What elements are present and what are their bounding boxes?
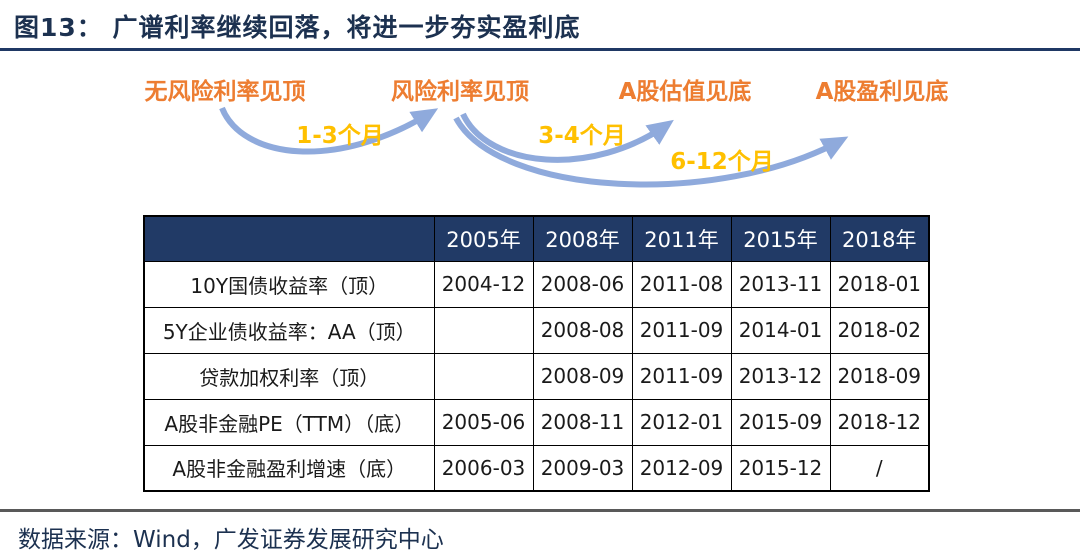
stage-risk-rate-peak: 风险利率见顶	[391, 79, 529, 105]
cell-value: 2015-09	[730, 398, 831, 446]
figure-title: 图13： 广谱利率继续回落，将进一步夯实盈利底	[14, 13, 581, 42]
cell-value: 2011-09	[631, 306, 732, 354]
cell-value: 2015-12	[730, 444, 831, 492]
table-row: 贷款加权利率（顶） 2008-09 2011-09 2013-12 2018-0…	[143, 352, 930, 400]
cell-value: 2012-01	[631, 398, 732, 446]
cell-value: 2005-06	[433, 398, 534, 446]
duration-3-4-months: 3-4个月	[538, 123, 626, 149]
stage-riskfree-rate-peak: 无风险利率见顶	[144, 79, 306, 105]
header-cell-2008: 2008年	[532, 215, 633, 262]
cell-value: 2018-12	[829, 398, 930, 446]
title-divider	[0, 48, 1080, 51]
cell-value: 2012-09	[631, 444, 732, 492]
cell-value: 2008-08	[532, 306, 633, 354]
cell-value: 2004-12	[433, 260, 534, 308]
header-cell-2005: 2005年	[433, 215, 534, 262]
data-source-note: 数据来源：Wind，广发证券发展研究中心	[18, 527, 444, 553]
header-cell-2015: 2015年	[730, 215, 831, 262]
cell-value: 2008-11	[532, 398, 633, 446]
table-row: A股非金融盈利增速（底） 2006-03 2009-03 2012-09 201…	[143, 444, 930, 492]
cell-value: 2013-12	[730, 352, 831, 400]
timeline-diagram: 无风险利率见顶 风险利率见顶 A股估值见底 A股盈利见底 1-3个月 3-4个月…	[0, 56, 1080, 208]
curved-arrows-graphic	[219, 106, 849, 188]
cell-value	[433, 352, 534, 400]
cell-value: 2009-03	[532, 444, 633, 492]
curved-arrow-6-12-months	[453, 116, 849, 188]
row-label: 10Y国债收益率（顶）	[143, 260, 435, 308]
cell-value: 2014-01	[730, 306, 831, 354]
row-label: 贷款加权利率（顶）	[143, 352, 435, 400]
table-row: A股非金融PE（TTM）（底） 2005-06 2008-11 2012-01 …	[143, 398, 930, 446]
cell-value: 2008-09	[532, 352, 633, 400]
footer-divider	[0, 509, 1080, 512]
row-label: 5Y企业债收益率：AA（顶）	[143, 306, 435, 354]
stage-ashare-earnings-bottom: A股盈利见底	[815, 79, 949, 105]
stage-ashare-valuation-bottom: A股估值见底	[618, 79, 752, 105]
duration-1-3-months: 1-3个月	[296, 123, 384, 149]
rate-cycle-table: 2005年 2008年 2011年 2015年 2018年 10Y国债收益率（顶…	[143, 215, 930, 492]
cell-value: 2008-06	[532, 260, 633, 308]
duration-6-12-months: 6-12个月	[670, 149, 774, 175]
header-cell-empty	[143, 215, 435, 262]
table-header-row: 2005年 2008年 2011年 2015年 2018年	[143, 215, 930, 262]
header-cell-2011: 2011年	[631, 215, 732, 262]
cell-value: 2018-09	[829, 352, 930, 400]
curved-arrow-1-3-months	[219, 106, 439, 155]
row-label: A股非金融盈利增速（底）	[143, 444, 435, 492]
table-row: 10Y国债收益率（顶） 2004-12 2008-06 2011-08 2013…	[143, 260, 930, 308]
cell-value: 2018-02	[829, 306, 930, 354]
row-label: A股非金融PE（TTM）（底）	[143, 398, 435, 446]
table-row: 5Y企业债收益率：AA（顶） 2008-08 2011-09 2014-01 2…	[143, 306, 930, 354]
cell-value: 2006-03	[433, 444, 534, 492]
curved-arrow-3-4-months	[460, 112, 674, 163]
cell-value: 2011-09	[631, 352, 732, 400]
cell-value: 2013-11	[730, 260, 831, 308]
cell-value: 2011-08	[631, 260, 732, 308]
cell-value	[433, 306, 534, 354]
cell-value: /	[829, 444, 930, 492]
header-cell-2018: 2018年	[829, 215, 930, 262]
cell-value: 2018-01	[829, 260, 930, 308]
